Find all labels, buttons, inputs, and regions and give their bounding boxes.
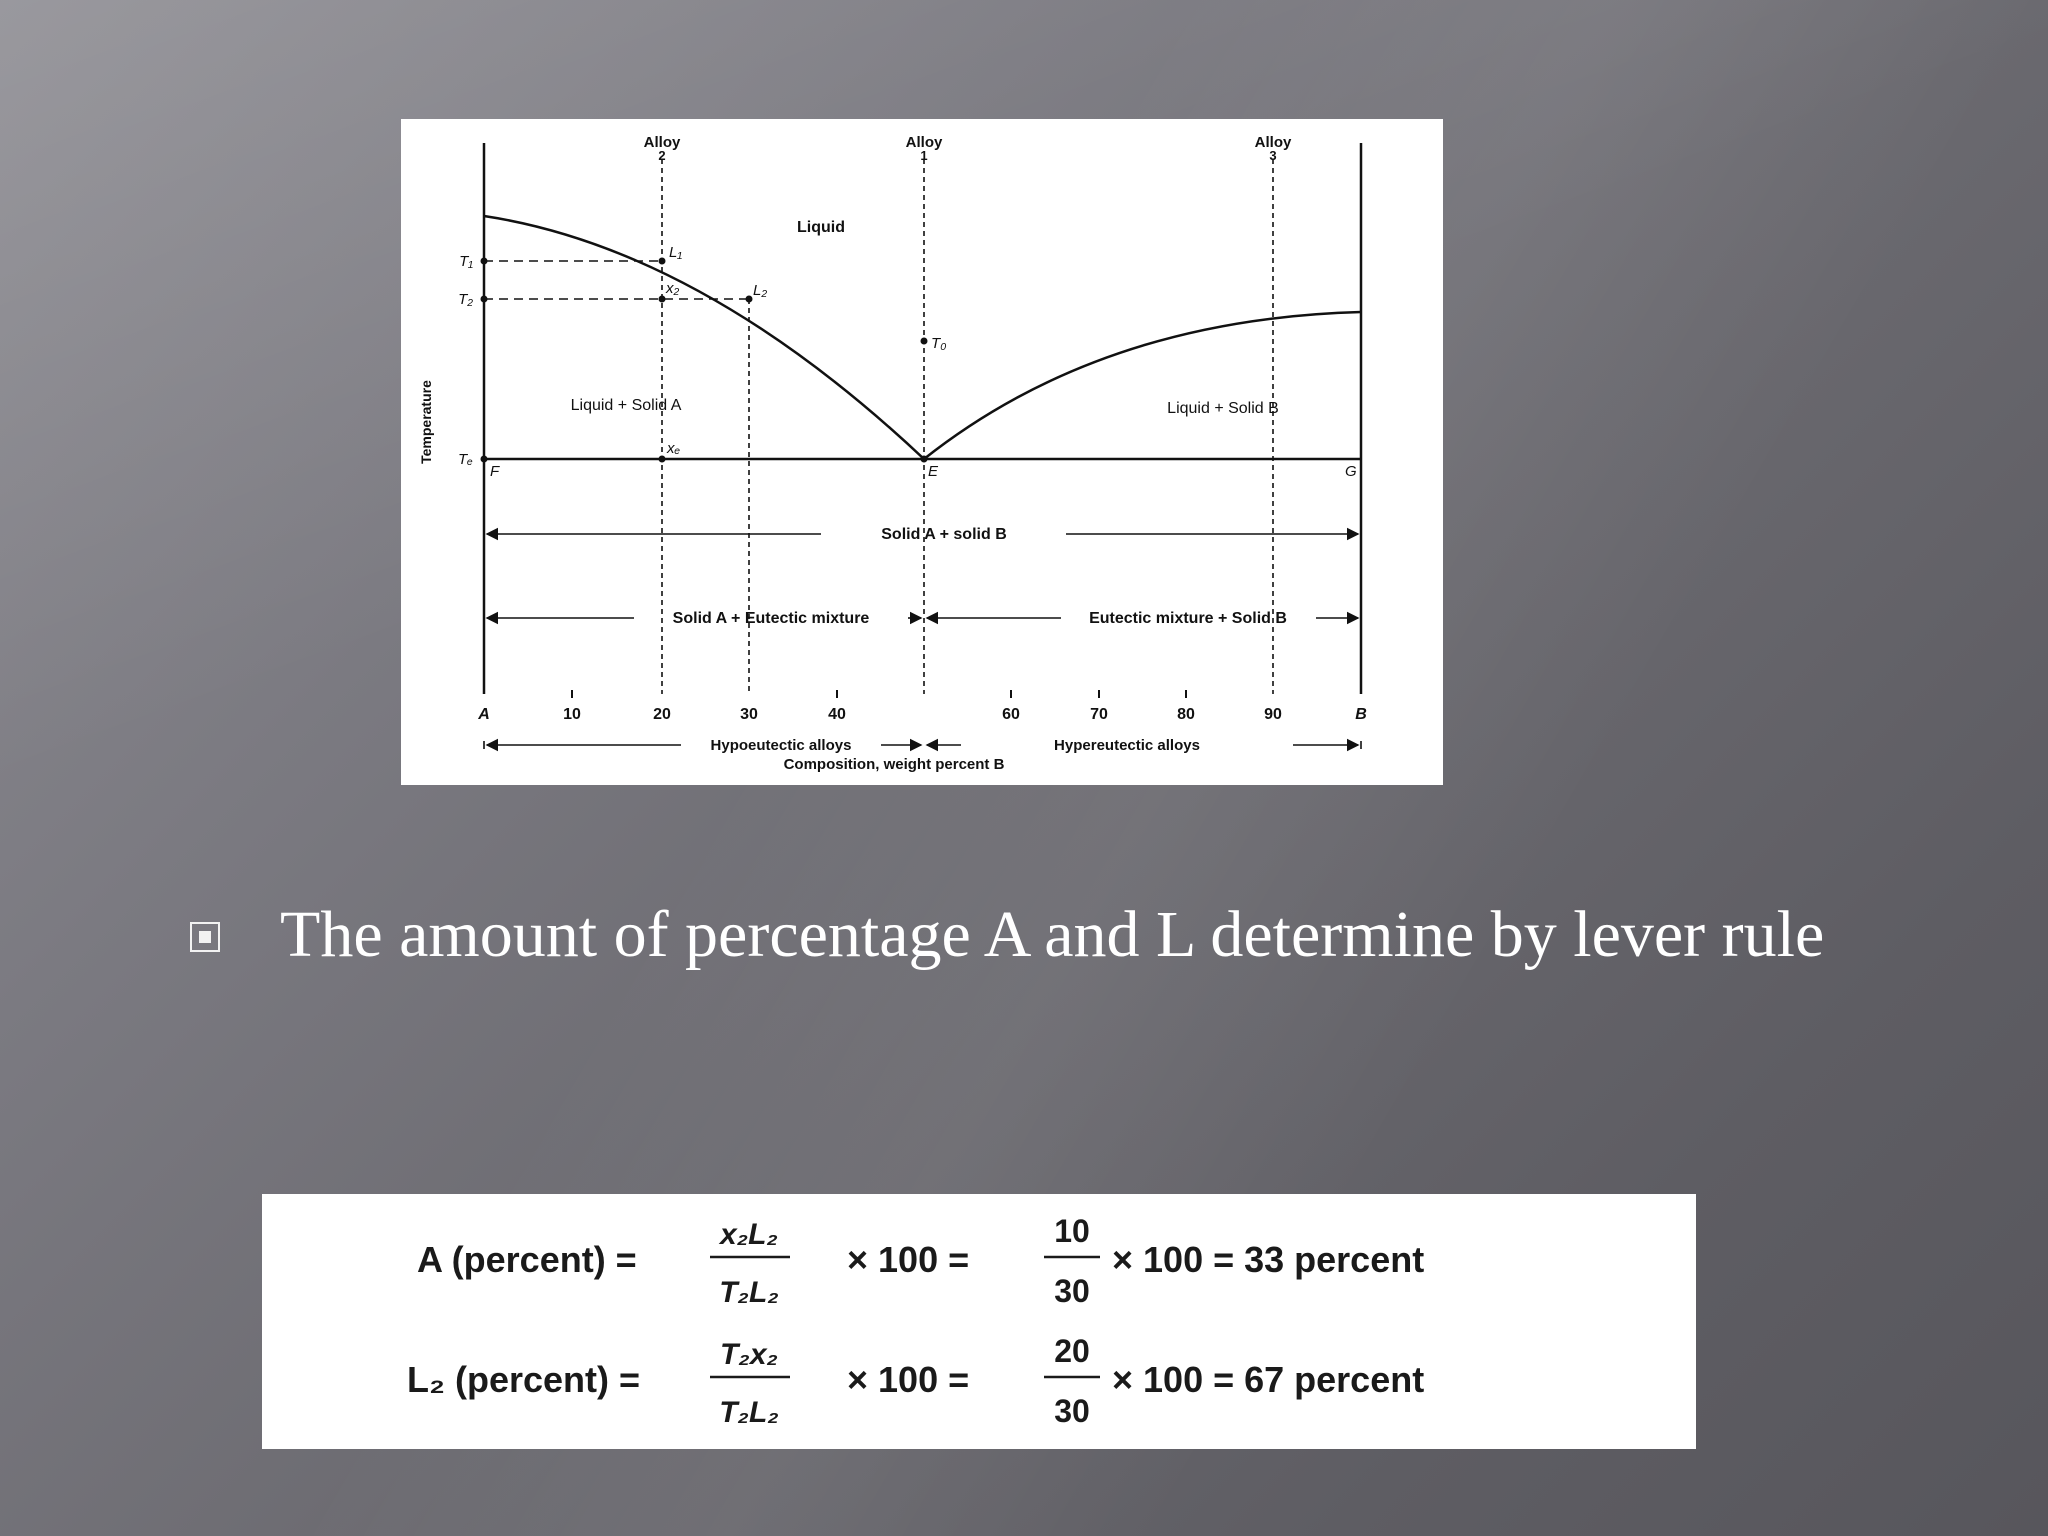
l1-point xyxy=(658,257,666,265)
x2-point xyxy=(658,295,666,303)
label-f: F xyxy=(490,463,500,480)
x-tick-b: B xyxy=(1355,706,1367,723)
label-l1: L₁ xyxy=(669,244,682,261)
t2-label: T₂ xyxy=(458,291,473,308)
t2-point xyxy=(480,295,488,303)
formula-1-num2: 10 xyxy=(1054,1213,1090,1249)
formula-2-lhs: L₂ (percent) = xyxy=(407,1359,640,1400)
formula-2-den: T₂L₂ xyxy=(719,1396,779,1429)
t1-point xyxy=(480,257,488,265)
alloy-1-label: Alloy xyxy=(906,134,943,151)
e-point xyxy=(920,455,928,463)
x-tick-10: 10 xyxy=(563,706,581,723)
te-label: Tₑ xyxy=(458,451,473,468)
to-point xyxy=(920,337,928,345)
hyper-label: Hypereutectic alloys xyxy=(1054,737,1200,754)
bullet-square-icon xyxy=(190,922,220,952)
x-tick-40: 40 xyxy=(828,706,846,723)
xe-point xyxy=(658,455,666,463)
x-axis-label: Composition, weight percent B xyxy=(784,756,1005,773)
label-l2: L₂ xyxy=(753,282,767,299)
alloy-2-num: 2 xyxy=(658,148,665,163)
formula-2-mult: × 100 = xyxy=(847,1359,969,1400)
region-solid-ab: Solid A + solid B xyxy=(881,526,1007,543)
label-e: E xyxy=(928,463,939,480)
formula-1-num: x₂L₂ xyxy=(718,1218,778,1251)
te-point xyxy=(480,455,488,463)
x-tick-60: 60 xyxy=(1002,706,1020,723)
x-tick-70: 70 xyxy=(1090,706,1108,723)
x-tick-a: A xyxy=(477,706,490,723)
formula-1-mult: × 100 = xyxy=(847,1239,969,1280)
region-eutectic-solid-b: Eutectic mixture + Solid B xyxy=(1089,610,1287,627)
x-ticks xyxy=(571,690,1187,698)
region-liquid-solid-b: Liquid + Solid B xyxy=(1167,400,1279,417)
x-tick-30: 30 xyxy=(740,706,758,723)
x-tick-20: 20 xyxy=(653,706,671,723)
y-axis-label: Temperature xyxy=(418,380,434,464)
phase-diagram: Alloy 2 Alloy 1 Alloy 3 Temperature T₁ T… xyxy=(401,119,1443,785)
hypo-label: Hypoeutectic alloys xyxy=(711,737,852,754)
formula-2-num2: 20 xyxy=(1054,1333,1090,1369)
alloy-3-num: 3 xyxy=(1269,148,1276,163)
formula-1-den2: 30 xyxy=(1054,1273,1090,1309)
label-to: T₀ xyxy=(931,335,946,352)
lever-rule-formulas: A (percent) = x₂L₂ T₂L₂ × 100 = 10 30 × … xyxy=(262,1194,1696,1449)
l2-point xyxy=(745,295,753,303)
formula-2-num: T₂x₂ xyxy=(720,1338,778,1371)
bullet-text: The amount of percentage A and L determi… xyxy=(280,898,1825,971)
label-x2: x₂ xyxy=(665,280,680,297)
x-tick-90: 90 xyxy=(1264,706,1282,723)
liquidus-curve-a xyxy=(483,214,925,460)
formula-1-den: T₂L₂ xyxy=(719,1276,779,1309)
region-liquid-solid-a: Liquid + Solid A xyxy=(571,397,682,414)
label-g: G xyxy=(1345,463,1357,480)
alloy-1-num: 1 xyxy=(920,148,927,163)
formula-1-lhs: A (percent) = xyxy=(417,1239,637,1280)
formula-svg: A (percent) = x₂L₂ T₂L₂ × 100 = 10 30 × … xyxy=(407,1213,1424,1429)
alloy-2-label: Alloy xyxy=(644,134,681,151)
region-solid-a-eutectic: Solid A + Eutectic mixture xyxy=(673,610,870,627)
formula-2-result: × 100 = 67 percent xyxy=(1112,1359,1424,1400)
formula-1-result: × 100 = 33 percent xyxy=(1112,1239,1424,1280)
label-xe: xₑ xyxy=(666,440,681,457)
liquidus-curve-b xyxy=(923,310,1362,460)
t1-label: T₁ xyxy=(459,253,473,270)
x-tick-80: 80 xyxy=(1177,706,1195,723)
formula-2-den2: 30 xyxy=(1054,1393,1090,1429)
region-liquid: Liquid xyxy=(797,219,845,236)
phase-diagram-svg: Alloy 2 Alloy 1 Alloy 3 Temperature T₁ T… xyxy=(418,134,1367,773)
alloy-3-label: Alloy xyxy=(1255,134,1292,151)
